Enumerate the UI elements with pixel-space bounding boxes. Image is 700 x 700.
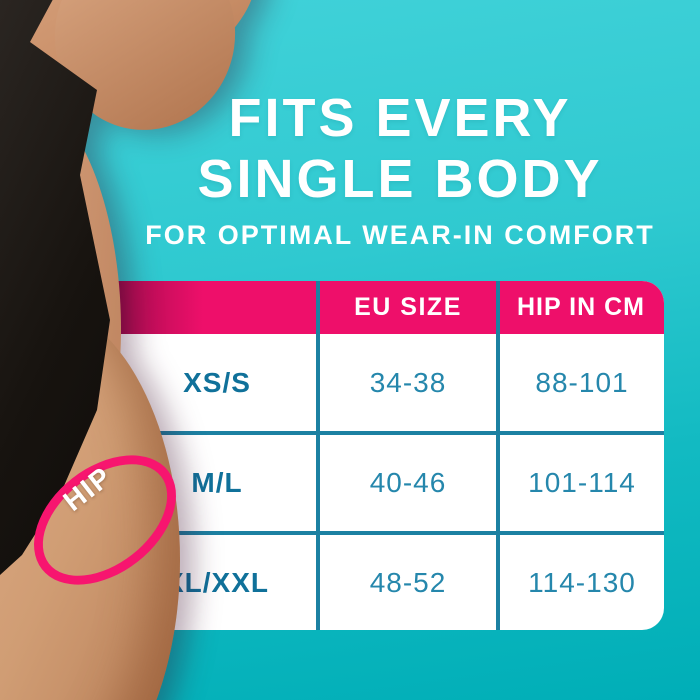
column-divider bbox=[496, 281, 500, 630]
hip-cm-cell: 101-114 bbox=[528, 467, 636, 498]
size-chart-table: EU SIZE HIP IN CM XS/S 34-38 88-101 M/L … bbox=[88, 281, 664, 630]
row-divider bbox=[88, 531, 664, 535]
size-chart-header-row: EU SIZE HIP IN CM bbox=[88, 281, 664, 334]
headline-line-1: FITS EVERY bbox=[228, 88, 572, 148]
column-divider bbox=[316, 281, 320, 630]
size-cell: XS/S bbox=[183, 366, 251, 398]
eu-size-cell: 34-38 bbox=[369, 366, 447, 398]
size-cell: M/L bbox=[191, 467, 243, 498]
headline-block: FITS EVERY SINGLE BODY FOR OPTIMAL WEAR-… bbox=[105, 88, 695, 251]
eu-size-cell: 40-46 bbox=[369, 467, 447, 498]
row-divider bbox=[88, 431, 664, 435]
hip-cm-cell: 114-130 bbox=[528, 566, 636, 598]
column-header-eu-size: EU SIZE bbox=[354, 293, 462, 321]
eu-size-cell: 48-52 bbox=[369, 566, 447, 598]
headline-line-2: SINGLE BODY bbox=[197, 149, 603, 209]
size-cell: XL/XXL bbox=[164, 566, 269, 598]
hip-cm-cell: 88-101 bbox=[535, 366, 629, 398]
headline-subtitle: FOR OPTIMAL WEAR-IN COMFORT bbox=[145, 220, 655, 250]
column-header-hip-in-cm: HIP IN CM bbox=[517, 293, 645, 321]
